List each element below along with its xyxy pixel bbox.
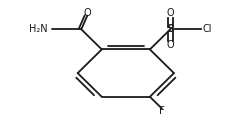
Text: O: O <box>84 8 92 18</box>
Text: Cl: Cl <box>203 24 212 34</box>
Text: F: F <box>159 106 165 116</box>
Text: O: O <box>166 40 174 50</box>
Text: O: O <box>166 8 174 18</box>
Text: S: S <box>166 24 174 34</box>
Text: H₂N: H₂N <box>29 24 47 34</box>
